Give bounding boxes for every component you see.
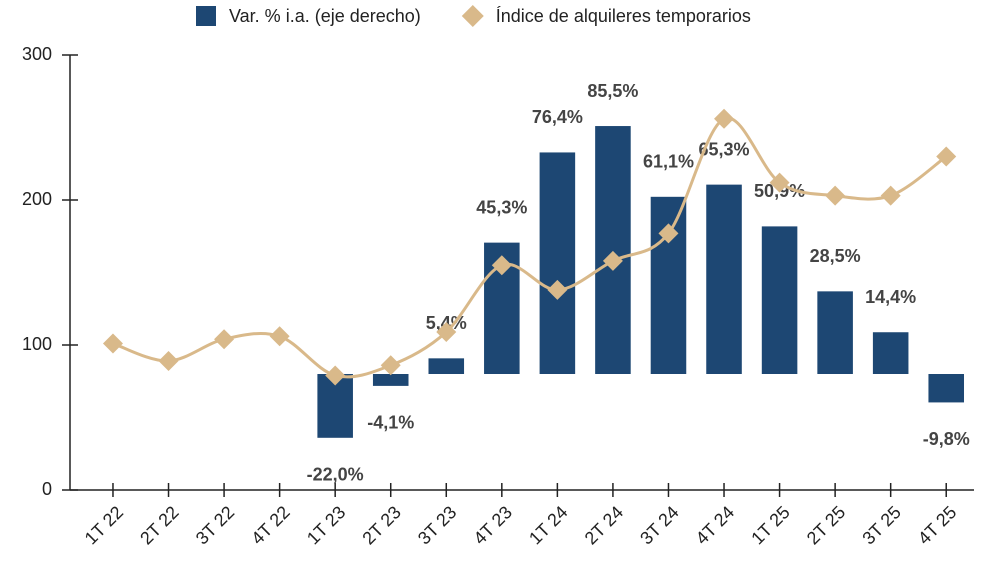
bar [872,332,909,374]
x-tick-label: 4T 25 [914,502,960,548]
data-label: -4,1% [367,413,414,433]
data-label: -22,0% [307,465,364,485]
line-marker [102,333,123,354]
line-marker [825,185,846,206]
x-tick-label: 1T 23 [303,502,349,548]
bar [761,226,798,374]
bar [817,291,853,374]
data-label: 28,5% [810,246,861,266]
line-marker [269,326,290,347]
line-marker [769,172,790,193]
line-marker [880,185,901,206]
data-label: -9,8% [923,429,970,449]
bar [539,152,576,374]
line-marker [158,350,179,371]
x-tick-label: 3T 22 [192,502,238,548]
line-marker [547,279,568,300]
bar [428,358,465,374]
legend-swatch [196,6,216,26]
x-tick-label: 4T 23 [470,502,516,548]
data-label: 76,4% [532,107,583,127]
x-tick-label: 4T 22 [247,502,293,548]
line-marker [380,355,401,376]
bar [372,374,409,386]
legend-swatch [461,5,484,27]
line-marker [491,255,512,276]
y-tick-label: 300 [22,44,52,64]
legend-label: Var. % i.a. (eje derecho) [229,6,421,26]
x-tick-label: 2T 24 [581,502,627,548]
line-marker [658,223,679,244]
x-tick-label: 4T 24 [692,502,738,548]
bar [928,374,965,403]
x-tick-label: 1T 25 [747,502,793,548]
x-tick-label: 3T 24 [636,502,682,548]
line-marker [602,250,623,271]
x-tick-label: 3T 23 [414,502,460,548]
data-label: 45,3% [476,197,527,217]
x-tick-label: 2T 22 [136,502,182,548]
line [112,116,948,379]
data-label: 65,3% [699,139,750,159]
bar [706,184,742,374]
bar [595,126,631,374]
y-tick-label: 100 [22,334,52,354]
data-label: 61,1% [643,152,694,172]
line-marker [714,108,735,129]
y-tick-label: 0 [42,479,52,499]
y-tick-label: 200 [22,189,52,209]
x-tick-label: 2T 23 [358,502,404,548]
data-label: 85,5% [587,81,638,101]
x-tick-label: 1T 24 [525,502,571,548]
data-label: 14,4% [865,287,916,307]
line-marker [214,329,235,350]
x-tick-label: 2T 25 [803,502,849,548]
x-tick-label: 3T 25 [858,502,904,548]
line-marker [936,146,957,167]
line-marker [325,365,346,386]
line-marker [436,321,457,342]
legend-label: Índice de alquileres temporarios [496,6,751,26]
x-tick-label: 1T 22 [81,502,127,548]
